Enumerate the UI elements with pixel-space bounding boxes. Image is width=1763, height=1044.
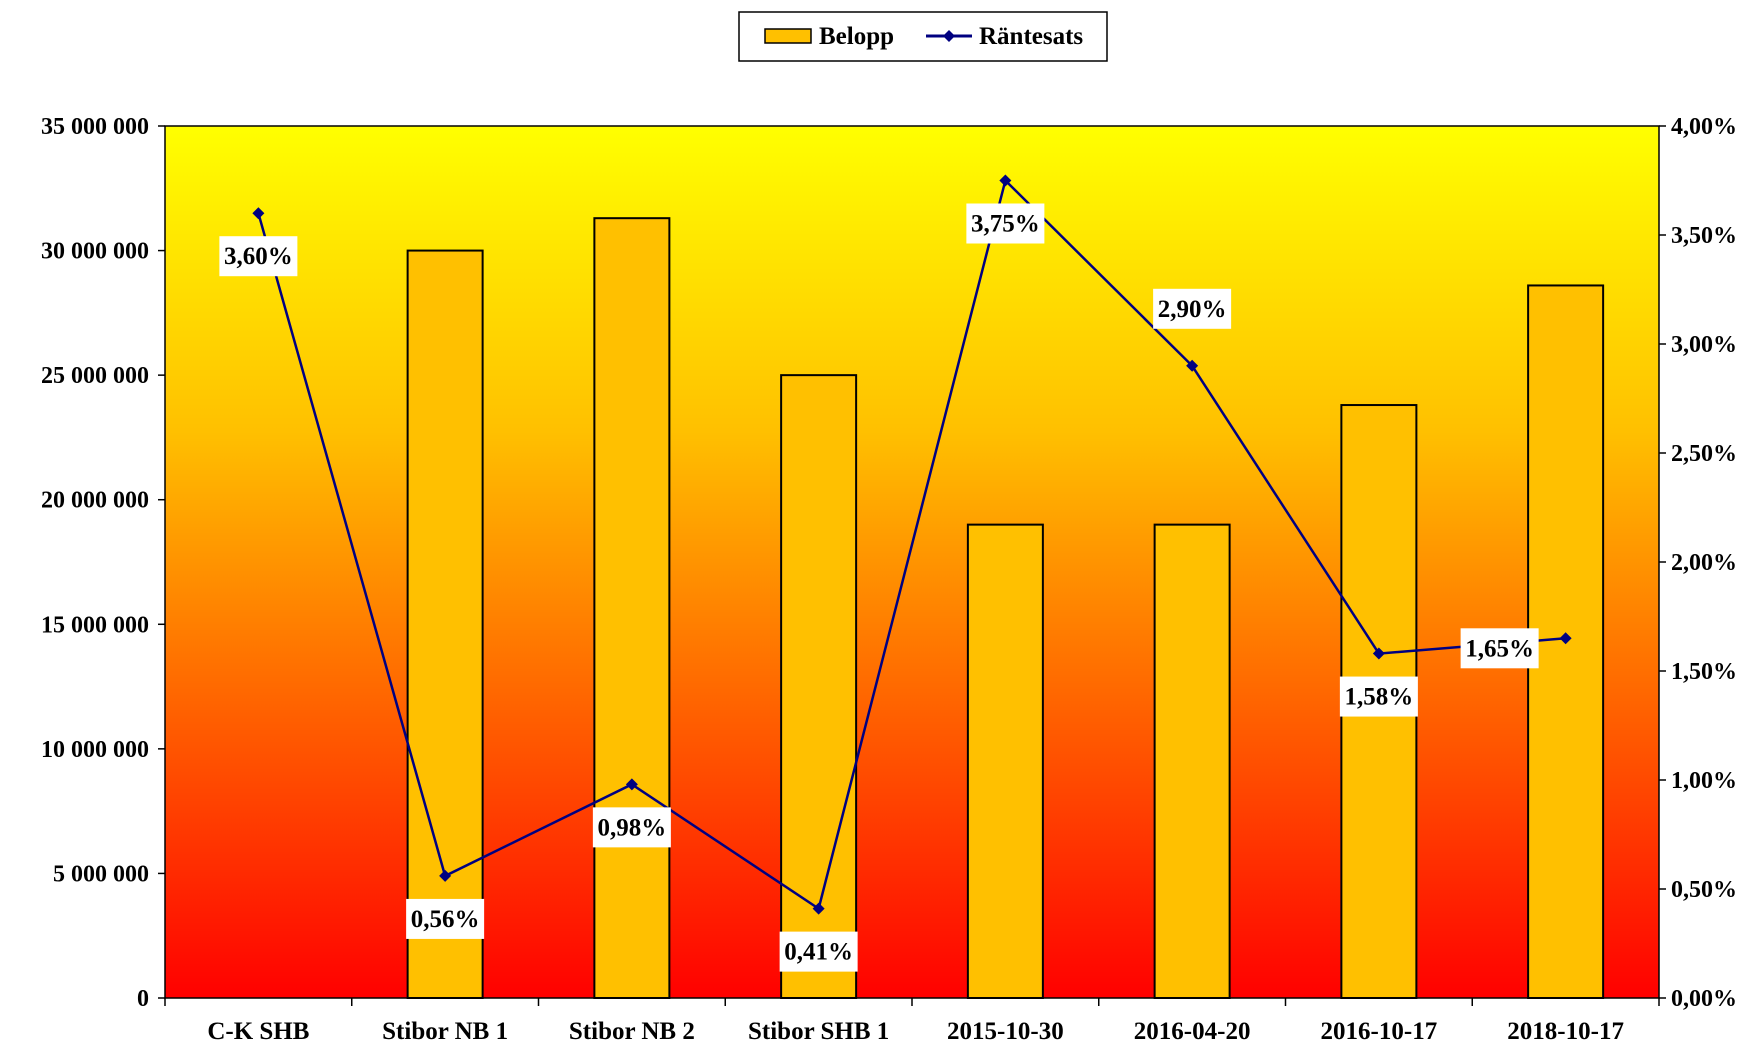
data-labels-rantesats: 3,60% 0,56% 0,98% 0,41% 3,75% 2,90% 1,58% 1,65% — [219, 203, 1539, 972]
data-label-box — [219, 236, 298, 277]
data-label-text: 0,41% — [784, 939, 853, 966]
x-axis-category-label: Stibor SHB 1 — [748, 1018, 889, 1044]
data-label-text: 2,90% — [1158, 296, 1227, 323]
x-axis-category-label: Stibor NB 1 — [382, 1018, 508, 1044]
right-axis-tick-label: 3,50% — [1671, 223, 1737, 249]
x-axis-category-label: 2018-10-17 — [1507, 1018, 1624, 1044]
line-marker — [252, 207, 265, 220]
data-label-box — [966, 203, 1045, 244]
left-axis-tick-label: 35 000 000 — [41, 114, 149, 140]
data-label: 1,65% — [1460, 628, 1539, 669]
data-label-box — [1460, 628, 1539, 669]
data-label-box — [1153, 288, 1232, 329]
right-axis-tick-label: 0,50% — [1671, 877, 1737, 903]
right-axis-tick-label: 2,00% — [1671, 550, 1737, 576]
right-axis-tick-label: 3,00% — [1671, 332, 1737, 358]
bar-belopp — [780, 374, 858, 999]
right-axis-tick-label: 1,50% — [1671, 659, 1737, 685]
data-label-text: 0,98% — [598, 814, 667, 841]
left-axis-tick-label: 5 000 000 — [53, 861, 149, 887]
x-axis-category-label: 2016-04-20 — [1134, 1018, 1251, 1044]
line-series-rantesats — [252, 174, 1572, 915]
left-axis-tick-label: 25 000 000 — [41, 363, 149, 389]
left-axis-tick-label: 10 000 000 — [41, 737, 149, 763]
data-label-box — [406, 898, 485, 939]
data-label: 3,60% — [219, 236, 298, 277]
legend-label-rantesats: Räntesats — [979, 23, 1083, 50]
legend: Belopp Räntesats — [738, 11, 1108, 62]
data-label: 2,90% — [1153, 288, 1232, 329]
bar-belopp — [406, 249, 484, 1000]
line-marker — [439, 869, 452, 882]
line-marker — [1559, 632, 1572, 645]
left-axis-tick-label: 30 000 000 — [41, 239, 149, 265]
line-marker — [812, 902, 825, 915]
line-marker — [625, 778, 638, 791]
data-label-text: 3,60% — [224, 243, 293, 270]
data-label: 0,98% — [592, 807, 671, 848]
data-label-text: 0,56% — [411, 906, 480, 933]
right-axis-tick-label: 4,00% — [1671, 114, 1737, 140]
plot-area — [164, 125, 1660, 999]
x-axis-category-label: Stibor NB 2 — [569, 1018, 695, 1044]
data-label-box — [592, 807, 671, 848]
data-label-text: 3,75% — [971, 211, 1040, 238]
right-axis-tick-label: 1,00% — [1671, 768, 1737, 794]
left-axis-tick-label: 15 000 000 — [41, 612, 149, 638]
line-marker — [1372, 647, 1385, 660]
right-axis-tick-label: 2,50% — [1671, 441, 1737, 467]
data-label-box — [1339, 676, 1418, 717]
legend-marker-rantesats — [943, 30, 955, 42]
line-marker — [999, 174, 1012, 187]
x-axis-category-label: 2016-10-17 — [1321, 1018, 1438, 1044]
legend-swatch-belopp — [764, 28, 812, 44]
data-label: 0,56% — [406, 898, 485, 939]
x-axis-category-label: 2015-10-30 — [947, 1018, 1064, 1044]
left-axis-tick-label: 20 000 000 — [41, 488, 149, 514]
right-axis: 0,00% 0,50% 1,00% 1,50% 2,00% 2,50% 3,00% 3,50%… — [1659, 114, 1737, 1012]
data-label-text: 1,58% — [1345, 684, 1414, 711]
left-axis: 0 5 000 000 10 000 000 15 000 000 20 000 000… — [41, 114, 165, 1012]
left-axis-tick-label: 0 — [137, 986, 149, 1012]
bar-belopp — [966, 523, 1044, 1000]
bar-belopp — [593, 217, 671, 999]
data-label: 1,58% — [1339, 676, 1418, 717]
x-axis-category-label: C-K SHB — [207, 1018, 309, 1044]
data-label: 3,75% — [966, 203, 1045, 244]
line-rantesats — [257, 178, 1566, 911]
legend-label-belopp: Belopp — [819, 23, 894, 50]
line-marker — [1186, 359, 1199, 372]
bar-belopp — [1153, 523, 1231, 1000]
right-axis-tick-label: 0,00% — [1671, 986, 1737, 1012]
data-label-text: 1,65% — [1465, 635, 1534, 662]
x-axis: C-K SHB Stibor NB 1 Stibor NB 2 Stibor SHB … — [164, 998, 1660, 1044]
data-label: 0,41% — [779, 931, 858, 972]
data-label-box — [779, 931, 858, 972]
